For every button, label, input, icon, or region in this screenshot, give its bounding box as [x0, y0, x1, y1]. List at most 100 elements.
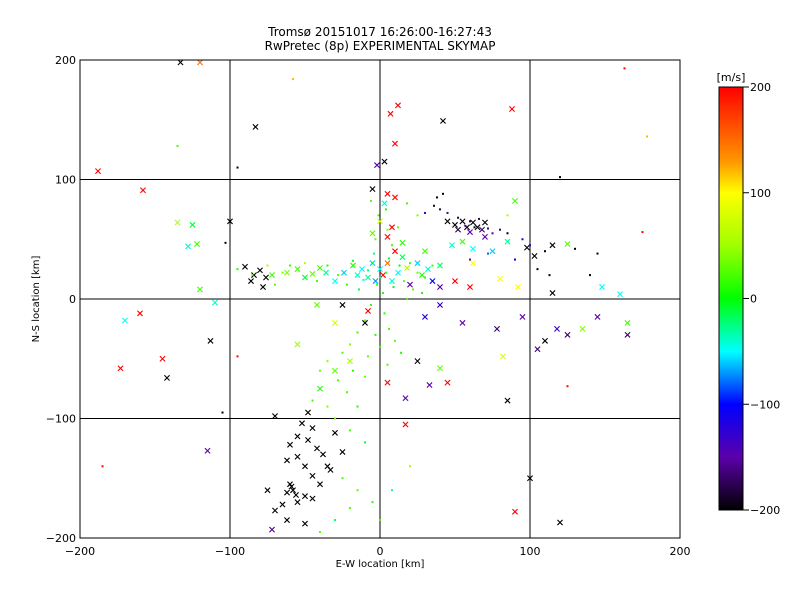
data-point-cross: [449, 242, 455, 249]
data-point-cross: [309, 425, 316, 432]
data-point-cross: [389, 224, 395, 231]
data-point-dot: [367, 355, 369, 358]
data-point-cross: [387, 110, 394, 117]
data-point-cross: [470, 245, 476, 252]
data-point-cross: [260, 284, 266, 291]
data-point-cross: [264, 487, 271, 494]
data-points: [95, 59, 648, 534]
data-point-cross: [117, 365, 124, 372]
data-point-cross: [372, 278, 379, 285]
data-point-cross: [323, 269, 329, 276]
chart-title: Tromsø 20151017 16:26:00-16:27:43: [267, 25, 492, 39]
data-point-dot: [316, 280, 318, 283]
data-point-cross: [402, 421, 409, 428]
data-point-cross: [197, 286, 203, 293]
data-point-cross: [332, 278, 338, 285]
data-point-dot: [406, 202, 408, 205]
data-point-cross: [288, 483, 295, 490]
data-point-dot: [379, 345, 381, 348]
data-point-dot: [371, 262, 374, 265]
data-point-cross: [299, 420, 305, 427]
data-point-dot: [326, 360, 329, 363]
data-point-cross: [392, 194, 398, 201]
data-point-dot: [334, 417, 336, 420]
y-tick-label: −200: [46, 532, 76, 545]
data-point-cross: [197, 59, 203, 66]
data-point-cross: [509, 106, 515, 112]
data-point-dot: [478, 217, 480, 220]
data-point-dot: [221, 411, 224, 414]
data-point-cross: [419, 272, 425, 279]
data-point-dot: [176, 145, 179, 148]
data-point-cross: [279, 501, 286, 508]
data-point-cross: [524, 244, 530, 251]
data-point-cross: [380, 272, 386, 279]
x-tick-label: −100: [215, 545, 245, 558]
data-point-cross: [302, 463, 308, 470]
grid-lines: [80, 60, 680, 538]
data-point-dot: [439, 208, 441, 211]
data-point-cross: [251, 272, 257, 279]
data-point-cross: [482, 233, 488, 240]
data-point-cross: [455, 226, 461, 233]
data-point-dot: [371, 501, 374, 504]
data-point-dot: [436, 196, 438, 199]
data-point-cross: [429, 278, 436, 285]
data-point-cross: [384, 190, 391, 197]
data-point-cross: [470, 219, 476, 226]
x-tick-label: −200: [65, 545, 95, 558]
data-point-dot: [236, 268, 239, 271]
data-point-dot: [646, 135, 648, 138]
data-point-cross: [482, 219, 488, 226]
data-point-cross: [174, 219, 181, 226]
data-point-cross: [512, 508, 518, 515]
y-axis-label: N-S location [km]: [31, 256, 42, 343]
data-point-cross: [504, 397, 511, 404]
data-point-dot: [374, 333, 377, 336]
data-point-dot: [326, 405, 329, 408]
data-point-dot: [506, 232, 509, 235]
data-point-cross: [404, 264, 410, 271]
data-point-dot: [400, 351, 402, 354]
data-point-dot: [382, 292, 384, 295]
data-point-dot: [377, 214, 380, 217]
data-point-cross: [339, 448, 346, 455]
data-point-cross: [459, 218, 466, 225]
data-point-cross: [305, 409, 311, 416]
data-point-dot: [341, 351, 344, 354]
data-point-cross: [425, 266, 431, 273]
data-point-dot: [364, 441, 366, 444]
data-point-dot: [311, 399, 314, 402]
data-point-cross: [414, 260, 421, 267]
data-point-cross: [440, 117, 446, 124]
colorbar-tick-label: −100: [750, 398, 780, 411]
data-point-dot: [487, 227, 489, 230]
colorbar-tick-label: 100: [750, 187, 771, 200]
data-point-cross: [402, 395, 409, 402]
data-point-cross: [479, 226, 485, 233]
data-point-dot: [536, 268, 539, 271]
data-point-dot: [397, 226, 399, 229]
data-point-cross: [248, 278, 254, 285]
data-point-cross: [389, 278, 395, 285]
data-point-cross: [287, 441, 293, 448]
data-point-cross: [549, 290, 556, 297]
data-point-cross: [414, 358, 421, 365]
data-point-dot: [409, 262, 411, 265]
data-point-cross: [305, 437, 311, 443]
data-point-cross: [317, 385, 323, 392]
data-point-cross: [294, 433, 301, 440]
data-point-cross: [557, 519, 563, 526]
data-point-cross: [444, 379, 451, 386]
data-point-dot: [412, 288, 414, 291]
data-point-dot: [319, 531, 321, 534]
data-point-cross: [257, 267, 263, 274]
data-point-cross: [422, 248, 428, 255]
data-point-cross: [377, 266, 383, 273]
data-point-dot: [388, 327, 390, 330]
data-point-dot: [349, 507, 351, 510]
data-point-dot: [383, 312, 386, 315]
data-point-cross: [365, 307, 371, 314]
data-point-dot: [337, 274, 339, 277]
